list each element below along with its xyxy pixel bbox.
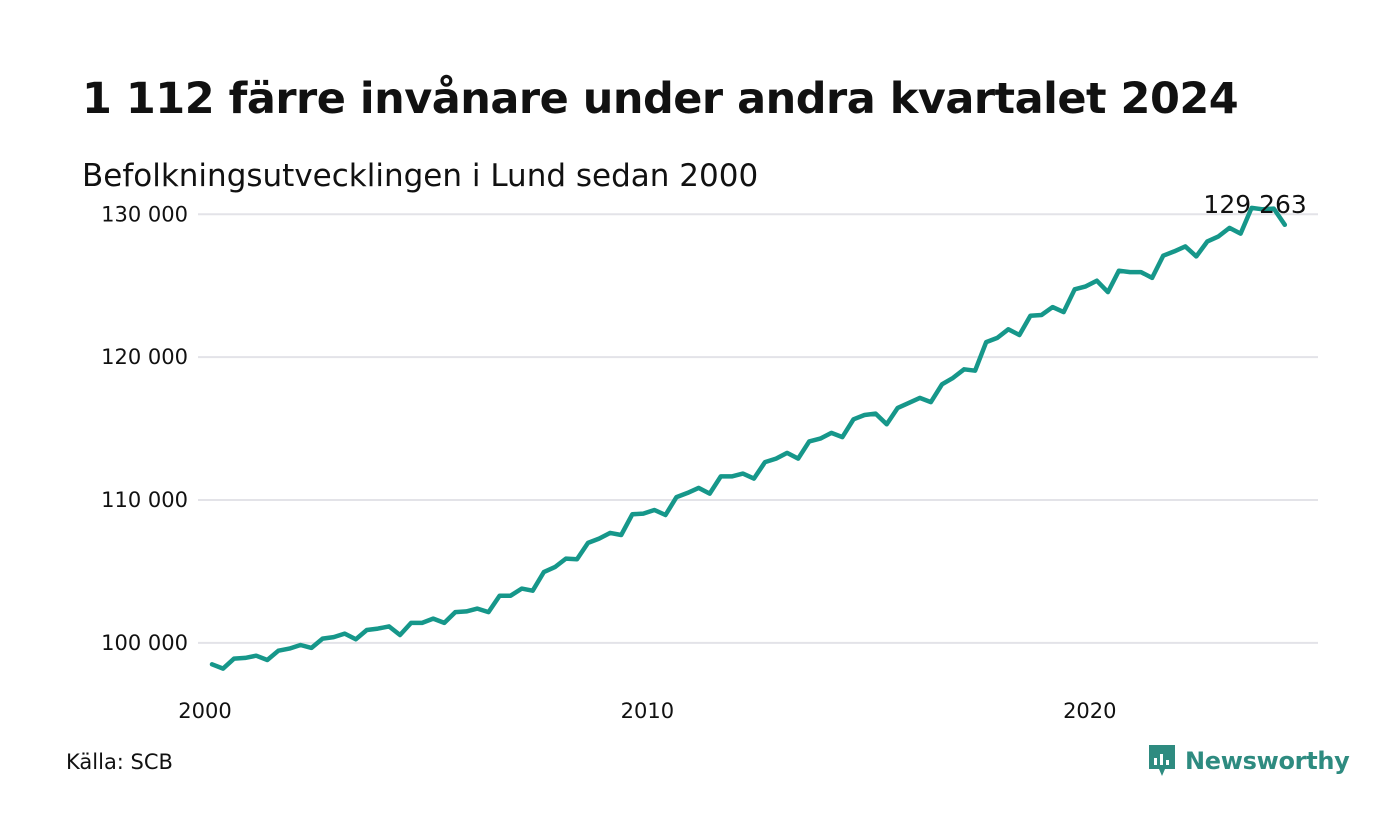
label-layer: 129 263: [1203, 190, 1306, 219]
y-tick-label: 130 000: [101, 202, 188, 226]
grid-layer: [198, 213, 1318, 644]
chart-title: 1 112 färre invånare under andra kvartal…: [82, 74, 1239, 124]
y-axis: 100 000 110 000 120 000 130 000: [101, 202, 188, 655]
x-tick-label: 2010: [621, 699, 674, 723]
population-line-chart: 100 000 110 000 120 000 130 000 2000 2010 202…: [101, 190, 1318, 723]
series-layer: [209, 205, 1288, 671]
population-series-line: [209, 205, 1288, 671]
x-axis: 2000 2010 2020: [178, 699, 1116, 723]
brand: Newsworthy: [1147, 743, 1350, 779]
x-tick-label: 2000: [178, 699, 231, 723]
brand-name: Newsworthy: [1185, 747, 1350, 775]
chart-subtitle: Befolkningsutvecklingen i Lund sedan 200…: [82, 158, 759, 194]
x-tick-label: 2020: [1063, 699, 1116, 723]
y-tick-label: 120 000: [101, 345, 188, 369]
y-tick-label: 110 000: [101, 488, 188, 512]
source-note: Källa: SCB: [66, 750, 173, 774]
last-value-label: 129 263: [1203, 190, 1306, 219]
y-tick-label: 100 000: [101, 631, 188, 655]
newsworthy-logo-icon: [1149, 745, 1175, 776]
